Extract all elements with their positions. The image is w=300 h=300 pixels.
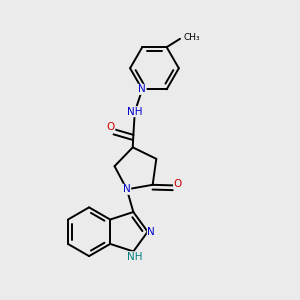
Text: CH₃: CH₃: [184, 33, 200, 42]
Text: O: O: [106, 122, 115, 132]
Text: N: N: [123, 184, 131, 194]
Text: N: N: [147, 227, 155, 237]
Text: N: N: [138, 84, 146, 94]
Text: O: O: [173, 178, 182, 189]
Text: NH: NH: [127, 252, 142, 262]
Text: NH: NH: [127, 107, 142, 117]
